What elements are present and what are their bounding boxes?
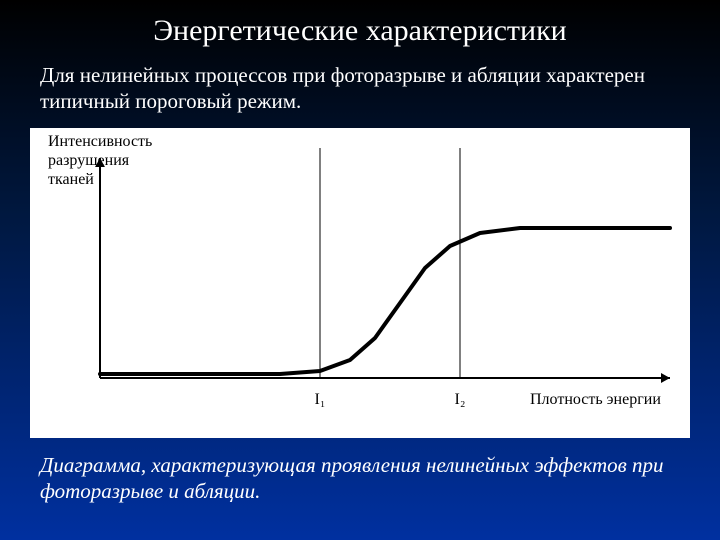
threshold-chart: Интенсивность разрушения тканей Плотность э… [30, 128, 690, 438]
lead-paragraph: Для нелинейных процессов при фоторазрыве… [40, 62, 660, 115]
y-axis-label-line-2: тканей [48, 171, 94, 188]
chart-svg: Интенсивность разрушения тканей Плотность э… [30, 128, 690, 438]
slide: Энергетические характеристики Для нелине… [0, 0, 720, 540]
guide-label-I1: I₁ [315, 391, 326, 408]
guide-label-I2: I₂ [455, 391, 466, 408]
page-title: Энергетические характеристики [0, 14, 720, 48]
x-axis-label: Плотность энергии [530, 391, 661, 408]
y-axis-label-line-1: разрушения [48, 152, 130, 169]
figure-caption: Диаграмма, характеризующая проявления не… [40, 452, 670, 505]
y-axis-label-line-0: Интенсивность [48, 133, 152, 150]
